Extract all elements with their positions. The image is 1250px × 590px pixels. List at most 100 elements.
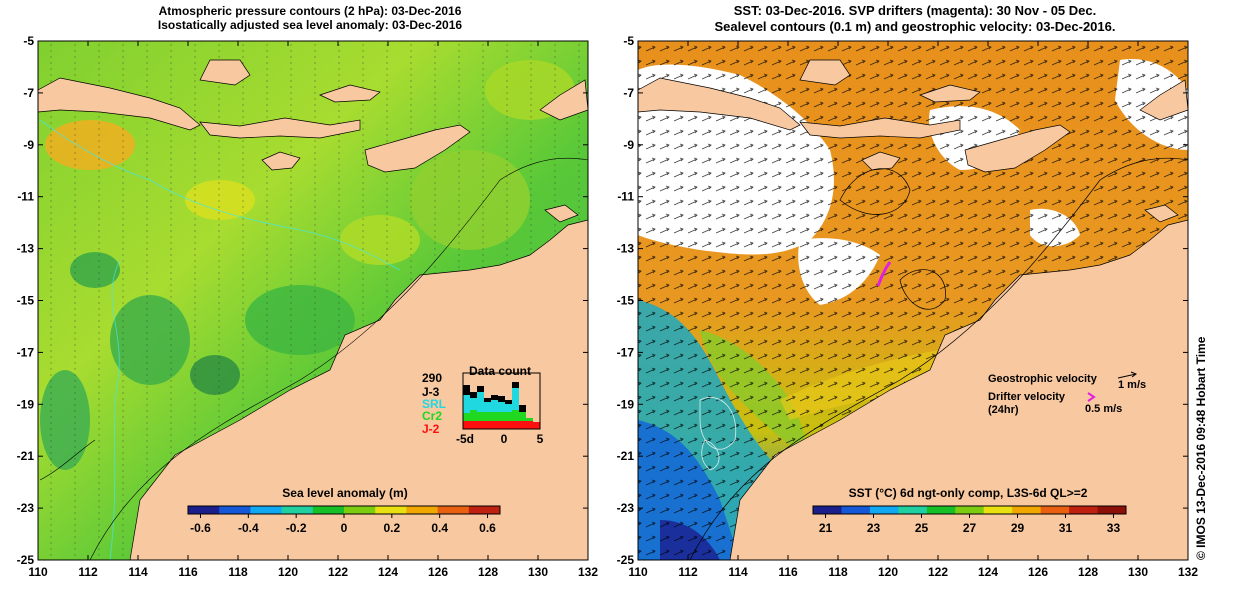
sst-colorbar-color-swatch — [955, 506, 985, 514]
left-lat-tick: -7 — [23, 86, 34, 100]
drifter-velocity-label: Drifter velocity — [988, 391, 1066, 403]
right-lat-tick: -19 — [617, 397, 635, 411]
right-lon-tick: 126 — [1028, 565, 1048, 579]
sla-colorbar-tick-label: 0.6 — [479, 521, 496, 535]
sst-colorbar-tick-label: 23 — [867, 521, 881, 535]
right-lon-tick: 128 — [1078, 565, 1098, 579]
sla-colorbar-tick-label: 0 — [341, 521, 348, 535]
left-lon-tick: 124 — [378, 565, 398, 579]
sst-colorbar: SST (°C) 6d ngt-only comp, L3S-6d QL>=2 … — [812, 486, 1127, 535]
right-lon-tick: 116 — [778, 565, 798, 579]
geostrophic-arrow-icon — [1117, 371, 1138, 379]
sst-colorbar-color-swatch — [1069, 506, 1099, 514]
sst-colorbar-color-swatch — [1040, 506, 1070, 514]
sst-colorbar-tick-label: 21 — [819, 521, 833, 535]
left-lat-tick: -11 — [17, 190, 34, 204]
right-map — [638, 41, 1188, 560]
right-lat-tick: -23 — [617, 501, 635, 515]
sla-colorbar-tick-label: -0.2 — [286, 521, 307, 535]
right-lon-tick: 118 — [828, 565, 848, 579]
sst-colorbar-tick-label: 29 — [1011, 521, 1025, 535]
sealevel-contours — [689, 157, 1188, 560]
data-count-tick-1: -5d — [456, 432, 474, 446]
sst-colorbar-color-swatch — [869, 506, 899, 514]
left-map-title: Atmospheric pressure contours (2 hPa): 0… — [140, 4, 480, 32]
data-count-bars — [463, 382, 540, 429]
data-count-tick-2: 0 — [501, 432, 508, 446]
left-lon-tick: 120 — [278, 565, 298, 579]
sst-colorbar-color-swatch — [898, 506, 928, 514]
right-lat-tick: -7 — [623, 86, 634, 100]
sla-contours — [39, 119, 401, 560]
left-map — [38, 41, 588, 560]
sla-colorbar-tick-label: 0.4 — [431, 521, 448, 535]
right-lat-tick: -13 — [617, 242, 635, 256]
left-lat-tick: -19 — [17, 397, 35, 411]
left-lat-tick: -13 — [17, 242, 35, 256]
sst-colorbar-tick-label: 31 — [1059, 521, 1073, 535]
left-title-line2: Isostatically adjusted sea level anomaly… — [157, 18, 463, 32]
sla-colorbar-color-swatch — [344, 506, 376, 514]
data-count-total: 290 — [422, 371, 442, 385]
left-lon-tick: 126 — [428, 565, 448, 579]
left-title-line1: Atmospheric pressure contours (2 hPa): 0… — [158, 4, 462, 18]
sla-colorbar-color-swatch — [281, 506, 314, 514]
sst-colorbar-title: SST (°C) 6d ngt-only comp, L3S-6d QL>=2 — [849, 486, 1088, 500]
right-lon-tick: 110 — [628, 565, 648, 579]
data-count-tick-3: 5 — [537, 432, 544, 446]
right-lon-tick: 112 — [678, 565, 698, 579]
sla-colorbar-color-swatch — [406, 506, 439, 514]
imos-credit: © IMOS 13-Dec-2016 09:48 Hobart Time — [1194, 336, 1208, 560]
sst-colorbar-ticks: 21 23 25 27 29 31 33 — [819, 514, 1121, 535]
sla-colorbar-color-swatch — [468, 506, 501, 514]
sst-colorbar-tick-label: 27 — [963, 521, 977, 535]
sla-colorbar-color-swatch — [437, 506, 470, 514]
left-lon-tick: 122 — [328, 565, 348, 579]
left-lat-tick: -5 — [23, 34, 34, 48]
right-lon-tick: 124 — [978, 565, 998, 579]
sst-colorbar-color-swatch — [813, 506, 842, 514]
right-map-title: SST: 03-Dec-2016. SVP drifters (magenta)… — [640, 3, 1190, 35]
left-lon-tick: 118 — [228, 565, 248, 579]
sst-colorbar-tick-label: 33 — [1107, 521, 1121, 535]
right-lon-tick: 132 — [1178, 565, 1198, 579]
right-land — [638, 59, 1188, 560]
drifter-tracks — [876, 261, 892, 287]
right-lat-tick: -21 — [617, 449, 635, 463]
drifter-scale: 0.5 m/s — [1085, 403, 1122, 415]
left-lon-tick: 114 — [128, 565, 148, 579]
sst-colorbar-tick-label: 25 — [915, 521, 929, 535]
data-count-inset: Data count 290 J-3 SRL Cr2 J-2 -5d 0 5 — [355, 355, 544, 446]
right-lon-tick: 114 — [728, 565, 748, 579]
sst-colorbar-bar — [813, 506, 1127, 514]
drifter-arrow-icon — [1087, 392, 1096, 402]
sla-colorbar: Sea level anomaly (m) -0.6 -0.4 -0.2 0 0.2 0.… — [187, 486, 501, 535]
left-lat-tick: -9 — [23, 138, 34, 152]
sst-colorbar-color-swatch — [1097, 506, 1127, 514]
geostrophic-velocity-label: Geostrophic velocity — [988, 373, 1098, 385]
right-lon-tick: 120 — [878, 565, 898, 579]
sst-colorbar-color-swatch — [983, 506, 1013, 514]
data-count-title: Data count — [469, 364, 531, 378]
right-lat-tick: -5 — [623, 34, 634, 48]
left-lat-tick: -25 — [17, 553, 35, 567]
sla-colorbar-color-swatch — [375, 506, 407, 514]
left-lon-tick: 110 — [28, 565, 48, 579]
right-lat-tick: -25 — [617, 553, 635, 567]
right-lon-tick: 130 — [1128, 565, 1148, 579]
drifter-velocity-sub: (24hr) — [988, 404, 1019, 416]
legend-cr2: Cr2 — [422, 409, 442, 423]
sla-colorbar-color-swatch — [312, 506, 345, 514]
right-title-line2: Sealevel contours (0.1 m) and geostrophi… — [714, 19, 1116, 34]
right-axes: 110 112 114 116 118 120 122 124 126 128 130 132 -5 -7… — [617, 34, 1199, 579]
pressure-isobars — [39, 157, 588, 560]
sst-colorbar-color-swatch — [1012, 506, 1042, 514]
right-lat-tick: -17 — [617, 345, 635, 359]
left-lat-tick: -23 — [17, 501, 35, 515]
sst-white-contours — [699, 397, 737, 471]
sla-colorbar-color-swatch — [250, 506, 283, 514]
legend-j3: J-3 — [422, 385, 440, 399]
left-lon-tick: 128 — [478, 565, 498, 579]
legend-srl: SRL — [422, 397, 446, 411]
